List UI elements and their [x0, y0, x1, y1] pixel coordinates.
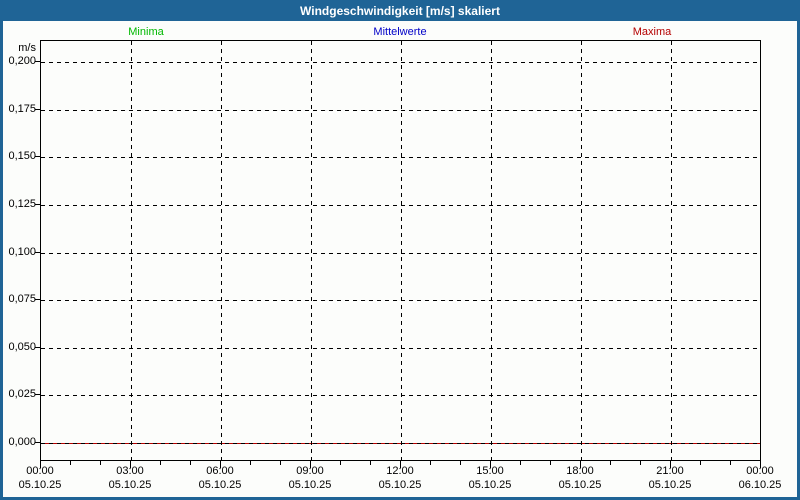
y-gridline — [41, 205, 760, 206]
x-axis-minor-tick — [70, 461, 71, 465]
y-gridline — [41, 253, 760, 254]
x-tick-time-label: 21:00 — [656, 465, 684, 477]
x-axis-major-tick — [760, 461, 761, 468]
y-axis-tick — [35, 347, 40, 348]
y-axis-tick — [35, 109, 40, 110]
x-tick-date-label: 05.10.25 — [558, 479, 602, 491]
x-tick-date-label: 05.10.25 — [18, 479, 62, 491]
legend-item-mittelwerte: Mittelwerte — [373, 26, 427, 38]
x-tick-date-label: 05.10.25 — [378, 479, 422, 491]
x-gridline — [311, 41, 312, 460]
y-gridline — [41, 62, 760, 63]
x-tick-time-label: 18:00 — [566, 465, 594, 477]
x-axis-minor-tick — [640, 461, 641, 465]
x-axis-major-tick — [670, 461, 671, 468]
x-axis-major-tick — [580, 461, 581, 468]
y-gridline — [41, 110, 760, 111]
y-tick-label: 0,150 — [8, 150, 36, 162]
x-axis-minor-tick — [250, 461, 251, 465]
x-gridline — [671, 41, 672, 460]
y-axis-tick — [35, 61, 40, 62]
x-axis-minor-tick — [430, 461, 431, 465]
legend-item-maxima: Maxima — [632, 26, 672, 38]
y-tick-label: 0,175 — [8, 103, 36, 115]
y-tick-label: 0,075 — [8, 293, 36, 305]
plot-area — [40, 40, 761, 461]
x-tick-time-label: 15:00 — [476, 465, 504, 477]
x-gridline — [491, 41, 492, 460]
y-tick-label: 0,125 — [8, 198, 36, 210]
y-gridline — [41, 300, 760, 301]
x-axis-major-tick — [220, 461, 221, 468]
x-axis-minor-tick — [370, 461, 371, 465]
x-axis-major-tick — [490, 461, 491, 468]
legend-item-minima: Minima — [128, 26, 164, 38]
x-gridline — [581, 41, 582, 460]
y-axis-tick — [35, 252, 40, 253]
x-tick-date-label: 05.10.25 — [648, 479, 692, 491]
y-gridline — [41, 443, 760, 444]
y-axis-tick — [35, 442, 40, 443]
y-axis-tick — [35, 156, 40, 157]
x-axis-minor-tick — [610, 461, 611, 465]
y-tick-label: 0,000 — [8, 436, 36, 448]
x-gridline — [131, 41, 132, 460]
x-tick-date-label: 05.10.25 — [468, 479, 512, 491]
y-tick-label: 0,200 — [8, 55, 36, 67]
x-axis-minor-tick — [700, 461, 701, 465]
x-tick-time-label: 12:00 — [386, 465, 414, 477]
x-axis-minor-tick — [160, 461, 161, 465]
y-axis-unit-label: m/s — [18, 42, 36, 54]
x-tick-time-label: 03:00 — [116, 465, 144, 477]
x-axis-major-tick — [310, 461, 311, 468]
x-axis-major-tick — [400, 461, 401, 468]
x-tick-time-label: 06:00 — [206, 465, 234, 477]
y-axis-tick — [35, 394, 40, 395]
y-gridline — [41, 157, 760, 158]
x-axis-minor-tick — [520, 461, 521, 465]
x-axis-minor-tick — [100, 461, 101, 465]
x-axis-minor-tick — [340, 461, 341, 465]
x-tick-date-label: 05.10.25 — [108, 479, 152, 491]
y-axis-tick — [35, 299, 40, 300]
x-tick-date-label: 05.10.25 — [288, 479, 332, 491]
y-gridline — [41, 348, 760, 349]
y-tick-label: 0,025 — [8, 388, 36, 400]
x-axis-major-tick — [130, 461, 131, 468]
x-axis-minor-tick — [190, 461, 191, 465]
x-gridline — [221, 41, 222, 460]
y-tick-label: 0,100 — [8, 246, 36, 258]
window-title: Windgeschwindigkeit [m/s] skaliert — [300, 3, 500, 18]
x-axis-minor-tick — [460, 461, 461, 465]
window-titlebar: Windgeschwindigkeit [m/s] skaliert — [0, 0, 800, 21]
x-axis-major-tick — [40, 461, 41, 468]
y-axis-tick — [35, 204, 40, 205]
x-tick-date-label: 06.10.25 — [738, 479, 782, 491]
x-axis-minor-tick — [730, 461, 731, 465]
x-axis-minor-tick — [280, 461, 281, 465]
y-tick-label: 0,050 — [8, 341, 36, 353]
x-gridline — [401, 41, 402, 460]
y-gridline — [41, 395, 760, 396]
x-tick-time-label: 00:00 — [26, 465, 54, 477]
x-tick-date-label: 05.10.25 — [198, 479, 242, 491]
x-tick-time-label: 00:00 — [746, 465, 774, 477]
x-tick-time-label: 09:00 — [296, 465, 324, 477]
x-axis-minor-tick — [550, 461, 551, 465]
